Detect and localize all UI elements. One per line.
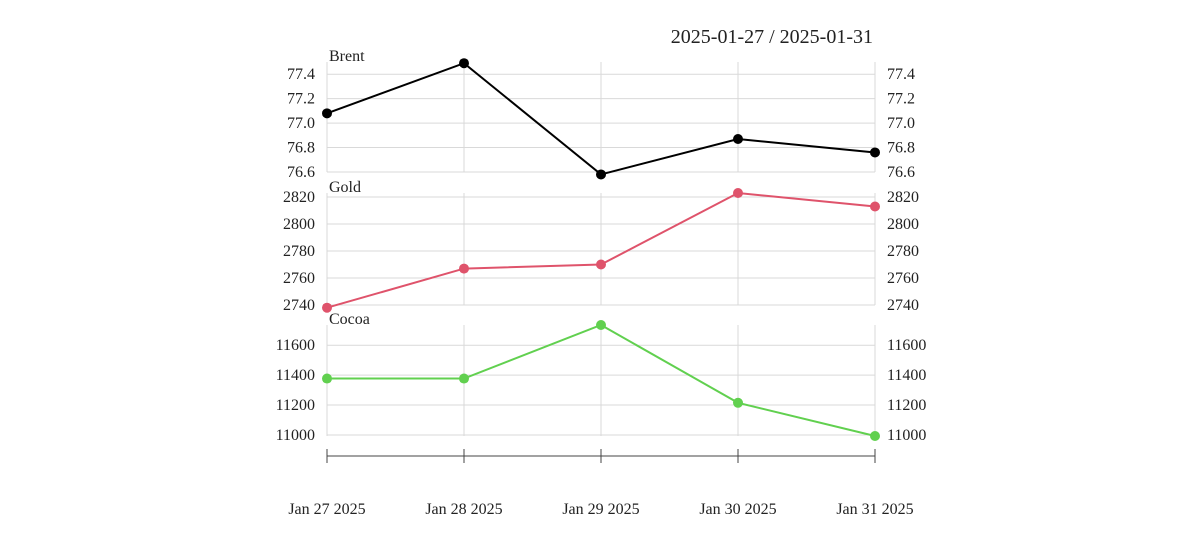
data-point [870,147,880,158]
data-point [733,397,743,408]
y-tick-label-left: 2800 [283,216,315,233]
y-tick-label-right: 11600 [887,337,926,354]
y-tick-label-left: 2740 [283,297,315,314]
data-point [870,431,880,441]
y-tick-label-right: 2760 [887,270,919,287]
y-tick-label-right: 77.4 [887,66,915,83]
panel-brent: 77.4 77.4 77.2 77.2 77.0 77.0 76.8 76.8 76.6 76.6… [287,48,915,181]
y-tick-label-right: 77.0 [887,115,915,132]
y-tick-label-left: 2760 [283,270,315,287]
data-point [322,302,332,313]
y-tick-label-left: 11400 [276,367,315,384]
data-point [459,263,469,274]
data-point [322,108,332,119]
data-point [596,320,606,330]
y-tick-label-right: 11000 [887,427,926,444]
x-tick-label: Jan 28 2025 [425,501,502,518]
y-tick-label-right: 77.2 [887,91,915,108]
y-tick-label-left: 76.6 [287,164,315,181]
date-range-title: 2025-01-27 / 2025-01-31 [671,26,873,48]
y-tick-label-left: 76.8 [287,140,315,157]
panel-cocoa: 11600 11600 11400 11400 11200 11200 11000 11000… [276,311,927,444]
panel-gold: 2820 2820 2800 2800 2780 2780 2760 2760 2740 2740… [283,179,919,314]
x-tick-label: Jan 27 2025 [288,501,365,518]
y-tick-label-left: 77.2 [287,91,315,108]
data-point [322,373,332,384]
y-tick-label-right: 2820 [887,189,919,206]
y-tick-label-right: 2780 [887,243,919,260]
data-point [733,134,743,144]
panel-title: Cocoa [329,311,370,328]
x-axis: Jan 27 2025 Jan 28 2025 Jan 29 2025 Jan 30 … [288,449,914,518]
x-tick-label: Jan 29 2025 [562,501,639,518]
data-point [733,188,743,198]
y-tick-label-right: 11400 [887,367,926,384]
data-point [459,373,469,384]
x-tick-label: Jan 31 2025 [836,501,913,518]
y-tick-label-right: 2800 [887,216,919,233]
data-point [459,58,469,69]
y-tick-label-left: 77.0 [287,115,315,132]
y-tick-label-right: 2740 [887,297,919,314]
data-point [596,259,606,270]
panel-title: Brent [329,48,365,65]
y-tick-label-right: 11200 [887,397,926,414]
panel-title: Gold [329,179,361,196]
y-tick-label-left: 11000 [276,427,315,444]
y-tick-label-left: 2780 [283,243,315,260]
x-tick-label: Jan 30 2025 [699,501,776,518]
data-point [870,201,880,212]
chart-panels: 77.4 77.4 77.2 77.2 77.0 77.0 76.8 76.8 76.6 76.6… [276,48,927,444]
y-tick-label-left: 77.4 [287,66,315,83]
data-point [596,169,606,180]
y-tick-label-left: 2820 [283,189,315,206]
y-tick-label-right: 76.6 [887,164,915,181]
y-tick-label-left: 11200 [276,397,315,414]
y-tick-label-right: 76.8 [887,140,915,157]
y-tick-label-left: 11600 [276,337,315,354]
